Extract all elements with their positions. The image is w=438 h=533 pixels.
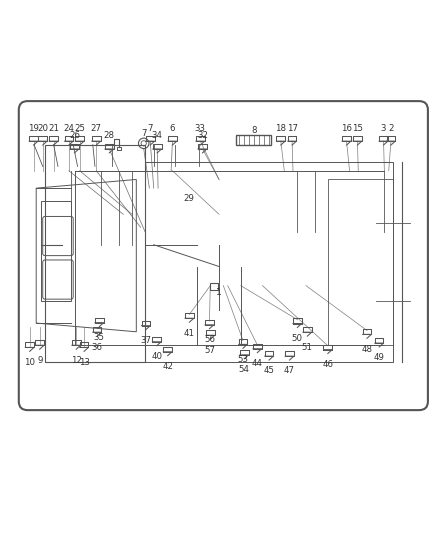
Text: 2: 2 [388,124,394,133]
Text: 36: 36 [92,343,102,352]
Text: 19: 19 [28,124,39,133]
Text: 15: 15 [352,124,363,133]
Text: 45: 45 [264,367,275,375]
Text: 26: 26 [69,132,80,140]
Text: 7: 7 [148,124,153,133]
Text: 6: 6 [170,124,175,133]
Text: 40: 40 [151,352,162,361]
Text: 17: 17 [286,124,297,133]
Text: 13: 13 [78,358,90,367]
Text: 48: 48 [361,345,372,354]
Text: 53: 53 [237,354,248,364]
Text: 46: 46 [322,360,333,369]
Text: 54: 54 [239,365,250,374]
Text: 7: 7 [141,129,146,138]
Text: 24: 24 [64,124,74,133]
Text: 1: 1 [216,288,222,297]
Text: 57: 57 [205,345,216,354]
Text: 50: 50 [292,334,303,343]
Text: 41: 41 [184,328,195,337]
Text: 25: 25 [74,124,85,133]
Text: 20: 20 [37,124,48,133]
Text: 29: 29 [183,193,194,203]
Text: 10: 10 [24,358,35,367]
Text: 27: 27 [91,124,102,133]
Text: 28: 28 [104,132,115,140]
Text: 21: 21 [48,124,59,133]
Text: 3: 3 [381,124,386,133]
Text: 32: 32 [197,132,208,140]
Text: 9: 9 [37,356,42,365]
Text: 37: 37 [141,336,152,345]
Text: 42: 42 [162,362,173,371]
Text: 12: 12 [71,356,82,365]
Text: 49: 49 [374,353,385,362]
Text: 18: 18 [276,124,286,133]
Text: 8: 8 [251,126,257,135]
Text: 56: 56 [204,335,215,344]
Text: 44: 44 [252,359,263,368]
Text: 16: 16 [341,124,352,133]
Text: 33: 33 [195,124,206,133]
Text: 47: 47 [284,367,295,375]
Text: 35: 35 [94,333,105,342]
Text: 34: 34 [152,132,162,140]
Text: 51: 51 [302,343,313,352]
